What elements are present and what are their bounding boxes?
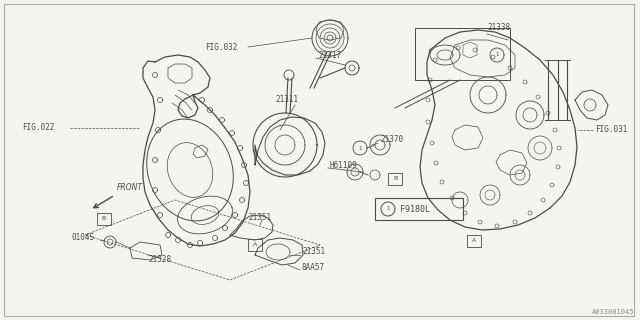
Text: A: A xyxy=(472,238,476,244)
Text: B: B xyxy=(102,217,106,221)
Text: B: B xyxy=(393,177,397,181)
Text: 21351: 21351 xyxy=(248,213,271,222)
Bar xyxy=(415,28,510,80)
Text: FIG.022: FIG.022 xyxy=(22,124,54,132)
Text: A: A xyxy=(253,243,257,247)
Text: 1: 1 xyxy=(495,52,499,58)
Text: FIG.032: FIG.032 xyxy=(205,43,237,52)
Text: 21311: 21311 xyxy=(275,95,298,105)
Text: 21370: 21370 xyxy=(380,135,403,145)
Text: 0104S: 0104S xyxy=(72,234,95,243)
Text: 1: 1 xyxy=(358,146,362,150)
Text: 21328: 21328 xyxy=(148,255,171,265)
Text: A033001045: A033001045 xyxy=(591,309,634,315)
Text: 21317: 21317 xyxy=(318,51,341,60)
Text: H61109: H61109 xyxy=(330,161,358,170)
Text: 8AA57: 8AA57 xyxy=(302,263,325,273)
Bar xyxy=(375,198,463,220)
Text: 21351: 21351 xyxy=(302,247,325,257)
Text: 1: 1 xyxy=(387,206,390,212)
Text: F9180L: F9180L xyxy=(400,204,430,213)
Text: FIG.031: FIG.031 xyxy=(595,125,627,134)
Text: 21338: 21338 xyxy=(487,23,510,33)
Text: FRONT: FRONT xyxy=(117,183,143,192)
